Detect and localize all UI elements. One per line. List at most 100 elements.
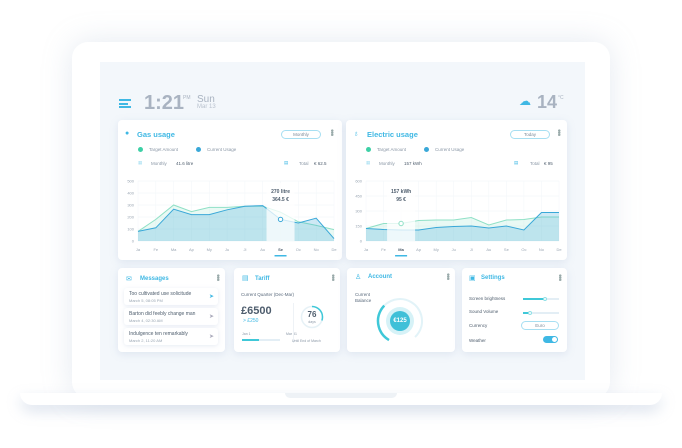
gas-usage-card: ● Gas usage Monthly ••• Target Amount Cu…: [118, 120, 342, 260]
x-tick-label: Ja: [364, 247, 369, 252]
y-tick-label: 0: [360, 239, 363, 244]
messages-card: ✉ Messages ••• Too cultivated use solici…: [118, 268, 225, 352]
selected-point: [398, 220, 404, 227]
x-tick-label: Se: [278, 247, 284, 252]
brightness-slider[interactable]: [523, 296, 559, 301]
period-end: Mar 31: [286, 332, 297, 336]
user-icon: ♙: [355, 274, 362, 281]
gas-usage-chart: 0 100 200 300 400 500 Ja Fe Ma Ap My Ju Jl Au Se Oc No De…: [127, 179, 337, 257]
lightbulb-icon: ♁: [353, 129, 359, 138]
clock-time: 1:21: [144, 92, 185, 114]
total-value: € 95: [544, 161, 553, 166]
message-item[interactable]: Indulgence ten remarkably March 2, 11:20 …: [124, 328, 218, 345]
y-tick-label: 300: [355, 209, 362, 214]
settings-icon: ▣: [469, 275, 476, 282]
total-label: Total: [299, 161, 309, 166]
more-options-icon[interactable]: •••: [443, 273, 453, 280]
clock-day: Sun: [197, 94, 215, 105]
electric-usage-card: ♁ Electric usage Today ••• Target Amount…: [346, 120, 567, 260]
tooltip-text: 95 €: [396, 197, 406, 203]
message-item[interactable]: Barton did feebly change man March 4, 02:…: [124, 308, 218, 325]
selected-point: [277, 216, 284, 223]
currency-label: Currency: [469, 323, 488, 328]
monthly-label: Monthly: [379, 161, 395, 166]
x-tick-label: Ju: [452, 247, 456, 252]
x-tick-label: Ja: [136, 247, 141, 252]
weather-toggle[interactable]: [543, 336, 558, 343]
selected-month-indicator: [274, 255, 287, 257]
volume-slider[interactable]: [523, 310, 559, 315]
message-item[interactable]: Too cultivated use solicitude March 5, 08…: [124, 288, 218, 305]
monthly-value: 41.6 litre: [176, 161, 194, 166]
x-tick-label: Ap: [189, 247, 195, 252]
series-line: [137, 205, 335, 239]
volume-label: Sound Volume: [469, 309, 499, 314]
tooltip-text: 270 litre: [271, 189, 290, 195]
period-dropdown[interactable]: Today: [510, 130, 550, 139]
clock-ampm: PM: [183, 95, 191, 101]
x-tick-label: Ma: [398, 247, 404, 252]
send-icon: ➤: [208, 334, 214, 340]
tooltip-box: [387, 183, 416, 241]
send-icon: ➤: [208, 294, 214, 300]
days-label: days: [308, 320, 316, 324]
x-tick-label: Ju: [225, 247, 229, 252]
x-tick-label: Oc: [521, 247, 526, 252]
balance-gauge: [376, 297, 424, 345]
weather-label: Weather: [469, 338, 486, 343]
total-value: € 62.5: [314, 161, 327, 166]
selected-month-indicator: [395, 255, 408, 257]
y-tick-label: 600: [355, 179, 362, 184]
tariff-card: ▤ Tariff ••• Current Quarter (Dec-Mar) £…: [234, 268, 340, 352]
quarter-label: Current Quarter (Dec-Mar): [241, 292, 295, 297]
x-tick-label: Ma: [171, 247, 177, 252]
card-title: Messages: [140, 276, 169, 282]
monthly-value: 157 kWh: [404, 161, 422, 166]
calendar-icon: ▦: [138, 160, 143, 165]
x-tick-label: Se: [504, 247, 510, 252]
x-tick-label: De: [556, 247, 562, 252]
y-tick-label: 100: [127, 227, 134, 232]
tooltip-text: 364.5 €: [272, 197, 289, 203]
brightness-label: Screen brightness: [469, 296, 506, 301]
x-tick-label: Ap: [416, 247, 422, 252]
x-tick-label: Au: [486, 247, 491, 252]
more-options-icon[interactable]: •••: [213, 274, 223, 281]
card-title: Gas usage: [137, 130, 175, 139]
x-tick-label: Jl: [470, 247, 473, 252]
x-tick-label: No: [314, 247, 320, 252]
calendar-icon: ▦: [366, 160, 371, 165]
menu-icon[interactable]: [119, 99, 131, 108]
card-title: Electric usage: [367, 130, 418, 139]
period-dropdown[interactable]: Monthly: [281, 130, 321, 139]
flame-icon: ●: [125, 130, 130, 137]
y-tick-label: 200: [127, 215, 134, 220]
laptop-base: [20, 393, 662, 405]
card-title: Tariff: [255, 276, 270, 282]
clock-date: Mar 13: [197, 104, 216, 110]
more-options-icon[interactable]: •••: [327, 129, 337, 136]
more-options-icon[interactable]: •••: [555, 274, 565, 281]
legend-current: Current Usage: [196, 147, 236, 153]
legend-target: Target Amount: [138, 147, 178, 153]
total-label: Total: [530, 161, 540, 166]
balance-label-2: Balance: [355, 298, 372, 303]
y-tick-label: 500: [127, 179, 134, 184]
days-ring: [300, 305, 324, 329]
y-tick-label: 150: [355, 224, 362, 229]
until-label: Until End of March: [292, 339, 321, 343]
period-start: Jan 1: [242, 332, 251, 336]
legend-target: Target Amount: [366, 147, 406, 153]
more-options-icon[interactable]: •••: [554, 129, 564, 136]
account-card: ♙ Account ••• Current Balance €125: [347, 268, 455, 352]
send-icon: ➤: [208, 314, 214, 320]
x-tick-label: My: [207, 247, 212, 252]
currency-dropdown[interactable]: Euro: [521, 321, 559, 330]
legend-current: Current Usage: [424, 147, 464, 153]
tariff-amount: £6500: [241, 305, 272, 317]
y-tick-label: 300: [127, 203, 134, 208]
card-title: Account: [368, 274, 392, 280]
y-tick-label: 0: [132, 239, 135, 244]
more-options-icon[interactable]: •••: [328, 274, 338, 281]
tariff-icon: ▤: [242, 275, 249, 282]
